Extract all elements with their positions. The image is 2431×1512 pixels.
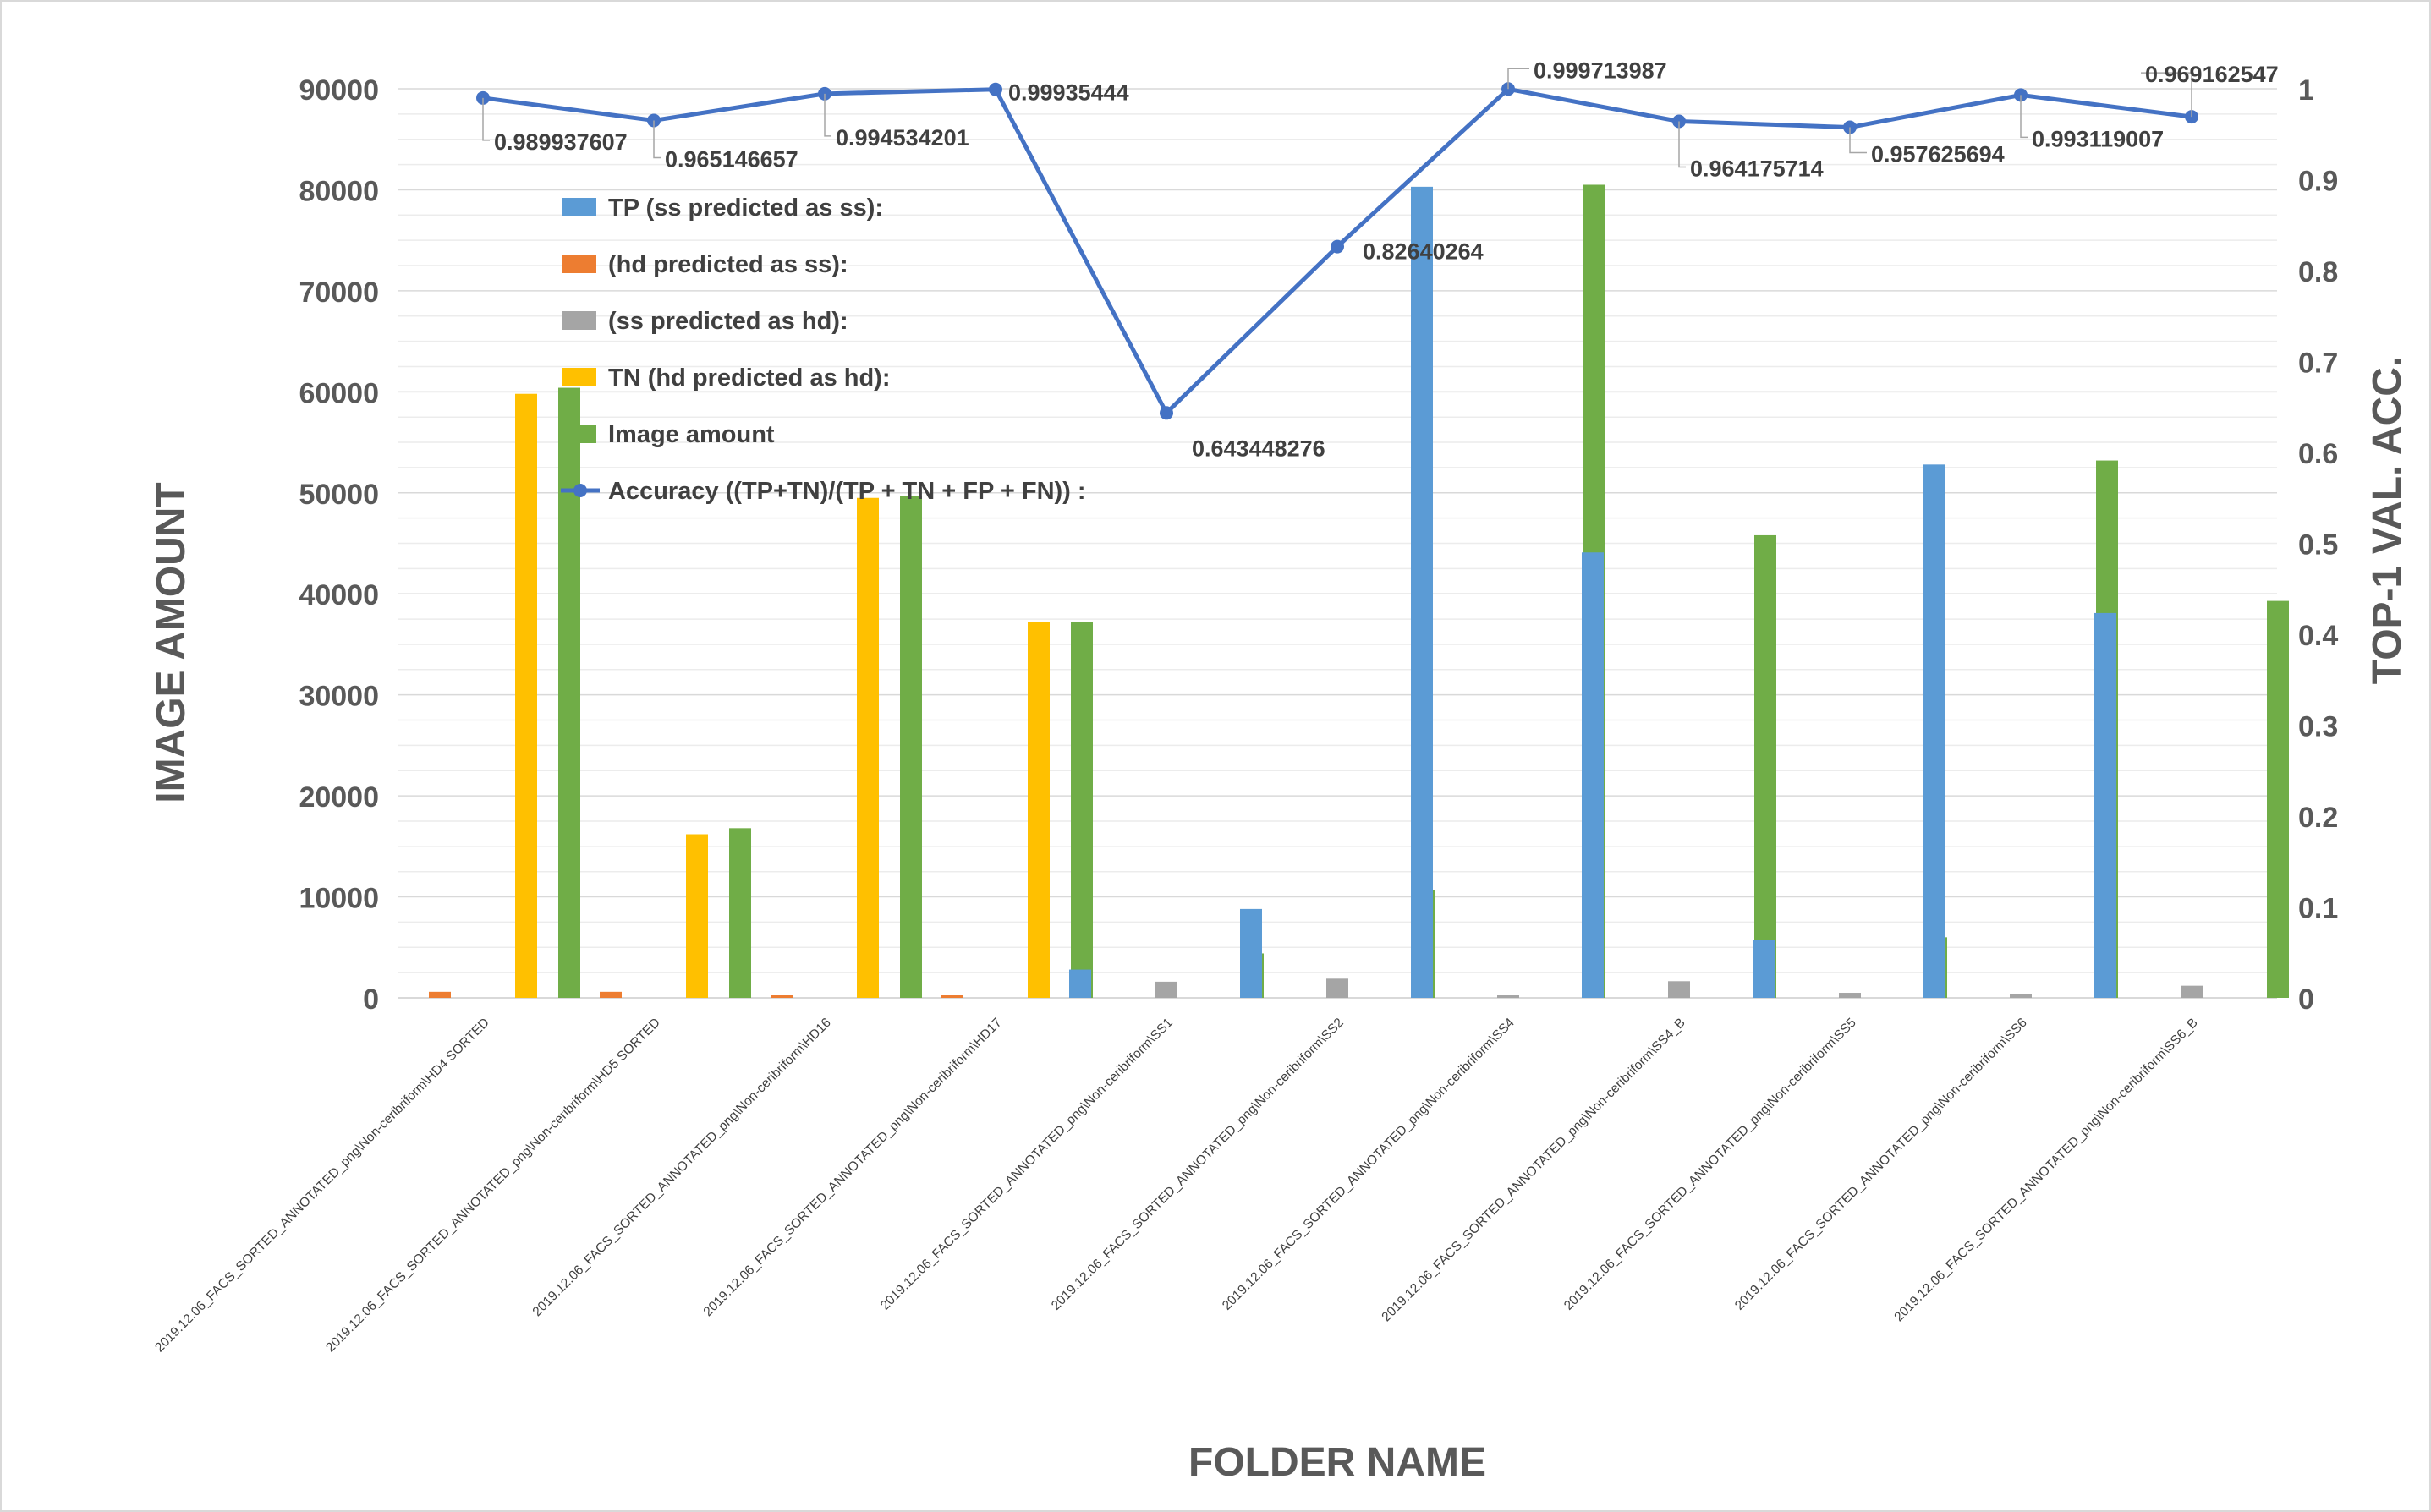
bar-tp-ss-predicted-as-ss bbox=[1923, 464, 1945, 998]
y-tick-label: 0 bbox=[363, 983, 379, 1016]
bar-hd-predicted-as-ss bbox=[771, 995, 793, 998]
legend-label: Image amount bbox=[608, 421, 775, 448]
legend-swatch bbox=[562, 311, 596, 330]
bar-image-amount bbox=[729, 828, 751, 998]
accuracy-data-label: 0.82640264 bbox=[1363, 239, 1484, 265]
accuracy-data-label: 0.99935444 bbox=[1008, 80, 1129, 106]
y2-tick-label: 0.9 bbox=[2298, 166, 2338, 198]
bar-tn-hd-predicted-as-hd bbox=[515, 393, 537, 998]
legend-label: (hd predicted as ss): bbox=[608, 251, 848, 278]
legend-label: (ss predicted as hd): bbox=[608, 308, 848, 335]
y-tick-label: 70000 bbox=[299, 277, 379, 309]
y2-tick-label: 0.3 bbox=[2298, 711, 2338, 743]
gridlines bbox=[398, 88, 2277, 999]
y-axis-ticks: 0 10000 20000 30000 40000 50000 60000 70000 8000… bbox=[299, 74, 379, 1016]
accuracy-data-label: 0.989937607 bbox=[494, 129, 628, 155]
legend-label: Accuracy ((TP+TN)/(TP + TN + FP + FN)) : bbox=[608, 478, 1086, 505]
bar-hd-predicted-as-ss bbox=[600, 991, 622, 998]
y2-tick-label: 0.8 bbox=[2298, 256, 2338, 288]
legend-label: TN (hd predicted as hd): bbox=[608, 364, 891, 392]
bar-image-amount bbox=[900, 496, 922, 998]
bar-tn-hd-predicted-as-hd bbox=[857, 497, 879, 998]
data-label-leader bbox=[2141, 72, 2192, 118]
legend-swatch bbox=[562, 425, 596, 443]
x-axis-title: FOLDER NAME bbox=[1188, 1440, 1486, 1485]
accuracy-data-label: 0.994534201 bbox=[836, 125, 969, 151]
accuracy-point bbox=[1331, 239, 1344, 254]
legend-swatch bbox=[562, 368, 596, 386]
accuracy-data-label: 0.965146657 bbox=[665, 146, 798, 172]
legend-label: TP (ss predicted as ss): bbox=[608, 194, 883, 222]
y2-tick-label: 0.5 bbox=[2298, 529, 2338, 562]
data-label-leader bbox=[824, 93, 831, 137]
data-label-leader bbox=[2020, 95, 2028, 139]
bar-tp-ss-predicted-as-ss bbox=[1240, 908, 1262, 998]
y2-tick-label: 0 bbox=[2298, 983, 2314, 1016]
y-tick-label: 40000 bbox=[299, 579, 379, 611]
bar-ss-predicted-as-hd bbox=[1839, 993, 1861, 998]
bar-image-amount bbox=[1071, 622, 1093, 998]
bar-ss-predicted-as-hd bbox=[1326, 978, 1348, 998]
legend-swatch bbox=[562, 198, 596, 216]
bar-hd-predicted-as-ss bbox=[941, 995, 963, 998]
bar-tp-ss-predicted-as-ss bbox=[1069, 969, 1091, 998]
bar-image-amount bbox=[558, 387, 580, 998]
bar-hd-predicted-as-ss bbox=[429, 991, 451, 998]
bar-tp-ss-predicted-as-ss bbox=[1411, 186, 1433, 999]
data-label-leader bbox=[1507, 68, 1529, 90]
y2-tick-label: 0.1 bbox=[2298, 893, 2338, 925]
y-tick-label: 90000 bbox=[299, 74, 379, 107]
accuracy-data-label: 0.643448276 bbox=[1192, 436, 1325, 461]
accuracy-data-label: 0.957625694 bbox=[1871, 142, 2005, 167]
accuracy-point bbox=[1160, 406, 1173, 420]
accuracy-data-label: 0.964175714 bbox=[1690, 156, 1824, 182]
y2-tick-label: 1 bbox=[2298, 74, 2314, 107]
bar-tp-ss-predicted-as-ss bbox=[2094, 612, 2116, 998]
y2-tick-label: 0.6 bbox=[2298, 438, 2338, 470]
legend-marker bbox=[573, 484, 587, 497]
bar-tp-ss-predicted-as-ss bbox=[1753, 940, 1775, 998]
data-label-leader bbox=[1678, 121, 1686, 168]
bar-image-amount bbox=[1754, 534, 1776, 998]
accuracy-line-group: 0.989937607 0.965146657 0.994534201 0.99935… bbox=[476, 58, 2279, 461]
accuracy-data-label: 0.969162547 bbox=[2145, 62, 2279, 87]
bar-ss-predicted-as-hd bbox=[2010, 994, 2032, 998]
bar-tn-hd-predicted-as-hd bbox=[1028, 622, 1050, 998]
y2-axis-ticks: 0 0.1 0.2 0.3 0.4 0.5 0.6 0.7 0.8 0.9 1 bbox=[2298, 74, 2338, 1016]
y2-tick-label: 0.4 bbox=[2298, 620, 2338, 652]
data-label-leader bbox=[653, 120, 661, 159]
bar-ss-predicted-as-hd bbox=[1155, 981, 1177, 998]
accuracy-data-label: 0.999713987 bbox=[1534, 58, 1667, 83]
y-axis-title: IMAGE AMOUNT bbox=[149, 482, 194, 803]
accuracy-point bbox=[989, 82, 1002, 96]
bar-image-amount bbox=[2267, 600, 2289, 998]
bar-ss-predicted-as-hd bbox=[2181, 985, 2203, 998]
y2-axis-title: TOP-1 VAL. ACC. bbox=[2365, 356, 2410, 684]
y2-tick-label: 0.2 bbox=[2298, 802, 2338, 834]
data-label-leader bbox=[1849, 127, 1867, 154]
legend: TP (ss predicted as ss): (hd predicted a… bbox=[561, 194, 1086, 505]
bar-ss-predicted-as-hd bbox=[1668, 981, 1690, 998]
legend-swatch bbox=[562, 255, 596, 273]
y-tick-label: 10000 bbox=[299, 883, 379, 915]
y-tick-label: 20000 bbox=[299, 781, 379, 814]
bar-tp-ss-predicted-as-ss bbox=[1582, 552, 1604, 998]
bar-series-group bbox=[429, 184, 2289, 999]
y-tick-label: 80000 bbox=[299, 175, 379, 207]
y-tick-label: 50000 bbox=[299, 479, 379, 511]
y-tick-label: 60000 bbox=[299, 377, 379, 409]
accuracy-data-label: 0.993119007 bbox=[2032, 126, 2164, 151]
y-tick-label: 30000 bbox=[299, 681, 379, 713]
bar-tn-hd-predicted-as-hd bbox=[686, 834, 708, 998]
bar-ss-predicted-as-hd bbox=[1497, 995, 1519, 998]
y2-tick-label: 0.7 bbox=[2298, 348, 2338, 380]
data-label-leader bbox=[482, 97, 490, 141]
